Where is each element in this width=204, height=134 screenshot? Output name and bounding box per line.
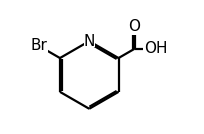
Text: OH: OH	[143, 41, 167, 56]
Text: O: O	[128, 19, 140, 34]
Text: Br: Br	[30, 38, 47, 53]
Text: N: N	[83, 34, 94, 49]
Bar	[83, 35, 94, 47]
